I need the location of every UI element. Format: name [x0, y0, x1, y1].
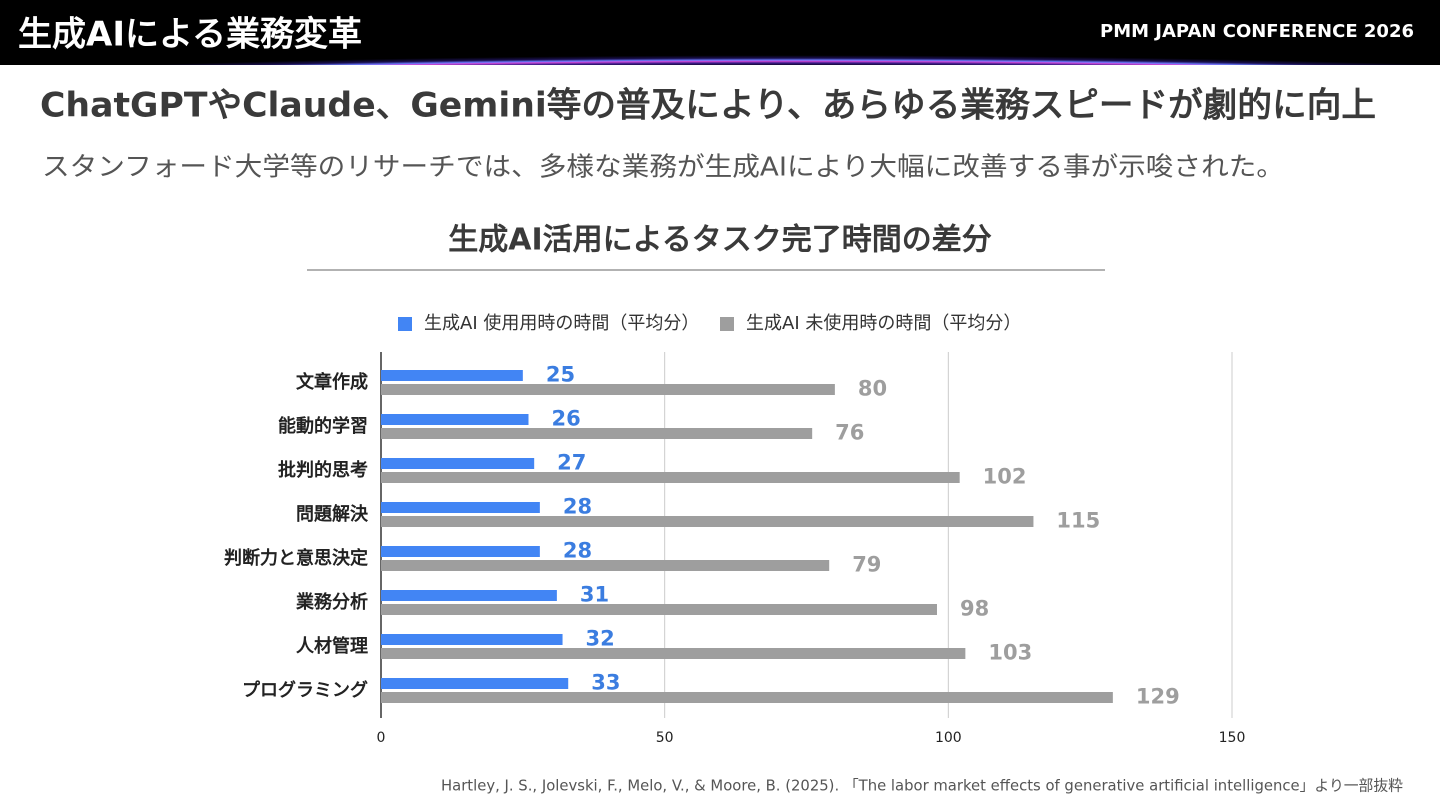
bar — [381, 560, 830, 571]
bar — [381, 502, 540, 513]
legend-swatch — [720, 317, 734, 331]
value-label: 115 — [1056, 509, 1100, 533]
value-label: 79 — [852, 553, 881, 577]
legend-label: 生成AI 使用用時の時間（平均分） — [424, 313, 699, 334]
bar — [381, 692, 1113, 703]
bar — [381, 458, 535, 469]
value-label: 80 — [858, 377, 887, 401]
bar — [381, 370, 523, 381]
value-label: 26 — [552, 407, 581, 431]
y-tick-label: 人材管理 — [296, 635, 368, 657]
bar — [381, 414, 529, 425]
value-label: 102 — [983, 465, 1027, 489]
bar — [381, 678, 569, 689]
event-name: PMM JAPAN CONFERENCE 2026 — [1100, 21, 1414, 42]
y-tick-label: 能動的学習 — [278, 415, 368, 437]
value-label: 32 — [586, 627, 615, 651]
headline: ChatGPTやClaude、Gemini等の普及により、あらゆる業務スピードが… — [40, 86, 1376, 126]
value-label: 76 — [835, 421, 864, 445]
x-tick-label: 100 — [935, 730, 962, 746]
bar — [381, 634, 563, 645]
citation: Hartley, J. S., Jolevski, F., Melo, V., … — [441, 777, 1403, 795]
value-label: 129 — [1136, 685, 1180, 709]
y-tick-label: 判断力と意思決定 — [224, 547, 368, 569]
y-tick-label: 批判的思考 — [278, 459, 368, 481]
bar — [381, 472, 960, 483]
x-tick-label: 150 — [1219, 730, 1246, 746]
legend-swatch — [398, 317, 412, 331]
value-label: 103 — [988, 641, 1032, 665]
y-tick-label: 問題解決 — [296, 503, 369, 525]
bar — [381, 648, 966, 659]
value-label: 98 — [960, 597, 989, 621]
value-label: 28 — [563, 539, 592, 563]
value-label: 28 — [563, 495, 592, 519]
y-tick-label: プログラミング — [242, 679, 368, 701]
bar — [381, 384, 835, 395]
value-label: 25 — [546, 363, 575, 387]
value-label: 27 — [557, 451, 586, 475]
header-band — [0, 0, 1440, 65]
bar — [381, 590, 557, 601]
bar — [381, 546, 540, 557]
chart: 0 50 100 150 生成AI 使用用時の時間（平均分） 生成AI 未使用時の時間（平… — [224, 313, 1245, 746]
chart-title: 生成AI活用によるタスク完了時間の差分 — [448, 223, 991, 258]
bar — [381, 604, 937, 615]
header-title: 生成AIによる業務変革 — [18, 15, 362, 55]
bar — [381, 516, 1034, 527]
x-tick-label: 0 — [377, 730, 386, 746]
value-label: 31 — [580, 583, 609, 607]
value-label: 33 — [591, 671, 620, 695]
subtitle: スタンフォード大学等のリサーチでは、多様な業務が生成AIにより大幅に改善する事が… — [42, 153, 1284, 183]
x-tick-label: 50 — [656, 730, 674, 746]
legend-label: 生成AI 未使用時の時間（平均分） — [746, 313, 1021, 334]
y-tick-label: 業務分析 — [295, 591, 368, 613]
bar — [381, 428, 813, 439]
y-tick-label: 文章作成 — [296, 371, 368, 393]
